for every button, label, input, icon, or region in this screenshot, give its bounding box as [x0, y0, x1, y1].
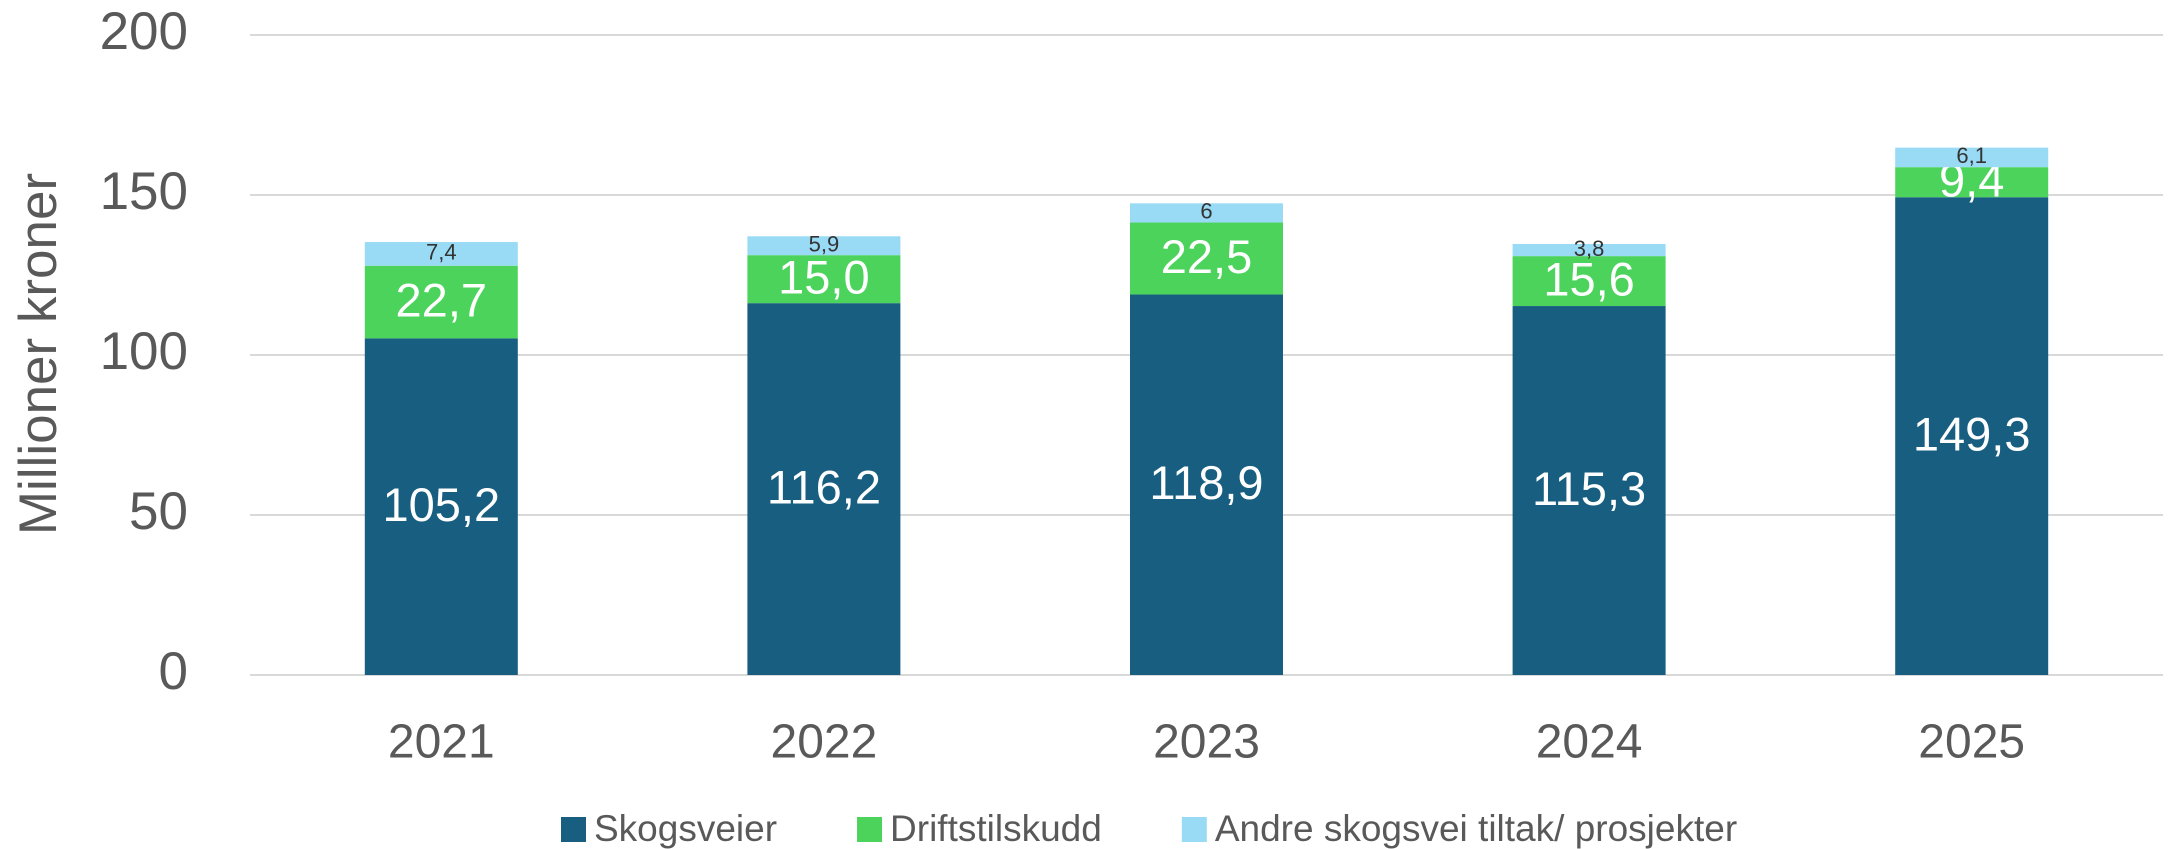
bar-segment [1512, 243, 1666, 257]
bar-segment [747, 236, 901, 256]
data-label: 118,9 [1149, 456, 1263, 509]
x-tick-label: 2023 [1153, 716, 1260, 769]
legend-swatch [561, 817, 586, 842]
bar-segment [1130, 222, 1283, 295]
bar-segment [747, 255, 901, 304]
y-tick-label: 0 [159, 642, 188, 701]
bar-segment [1895, 167, 2049, 198]
bar-segment [1895, 197, 2049, 676]
data-label: 149,3 [1913, 408, 2031, 461]
data-label: 22,5 [1161, 230, 1252, 283]
legend-swatch [857, 817, 883, 842]
y-tick-label: 100 [100, 322, 188, 381]
legend-swatch [1181, 817, 1207, 842]
y-tick-label: 150 [100, 162, 188, 221]
data-label: 3,8 [1574, 236, 1605, 261]
data-label: 15,6 [1543, 253, 1634, 306]
legend-label: Andre skogsvei tiltak/ prosjekter [1215, 808, 1737, 849]
bar-segment [1130, 203, 1283, 223]
bar-segment [1130, 294, 1283, 675]
bar-segment [364, 338, 518, 675]
bar-segment [364, 242, 518, 266]
bar-segment [364, 265, 518, 339]
data-label: 5,9 [809, 232, 840, 257]
bar-segment [1512, 306, 1666, 675]
data-label: 7,4 [426, 240, 457, 265]
x-tick-label: 2025 [1918, 716, 2025, 769]
y-tick-label: 50 [129, 482, 188, 541]
data-label: 6,1 [1956, 143, 1987, 168]
bar-segment [1895, 147, 2049, 168]
x-tick-label: 2021 [388, 716, 495, 769]
y-axis-title: Millioner kroner [9, 173, 68, 535]
data-label: 116,2 [767, 461, 881, 514]
x-tick-label: 2024 [1536, 716, 1643, 769]
x-tick-label: 2022 [771, 716, 878, 769]
data-label: 22,7 [396, 273, 487, 326]
data-label: 6 [1200, 199, 1212, 224]
y-tick-label: 200 [100, 2, 188, 61]
legend-label: Driftstilskudd [890, 808, 1102, 849]
data-label: 115,3 [1532, 462, 1646, 515]
legend-label: Skogsveier [594, 808, 777, 849]
data-label: 105,2 [382, 478, 500, 531]
bar-segment [1512, 256, 1666, 307]
data-label: 15,0 [778, 251, 869, 304]
bar-segment [747, 303, 901, 675]
